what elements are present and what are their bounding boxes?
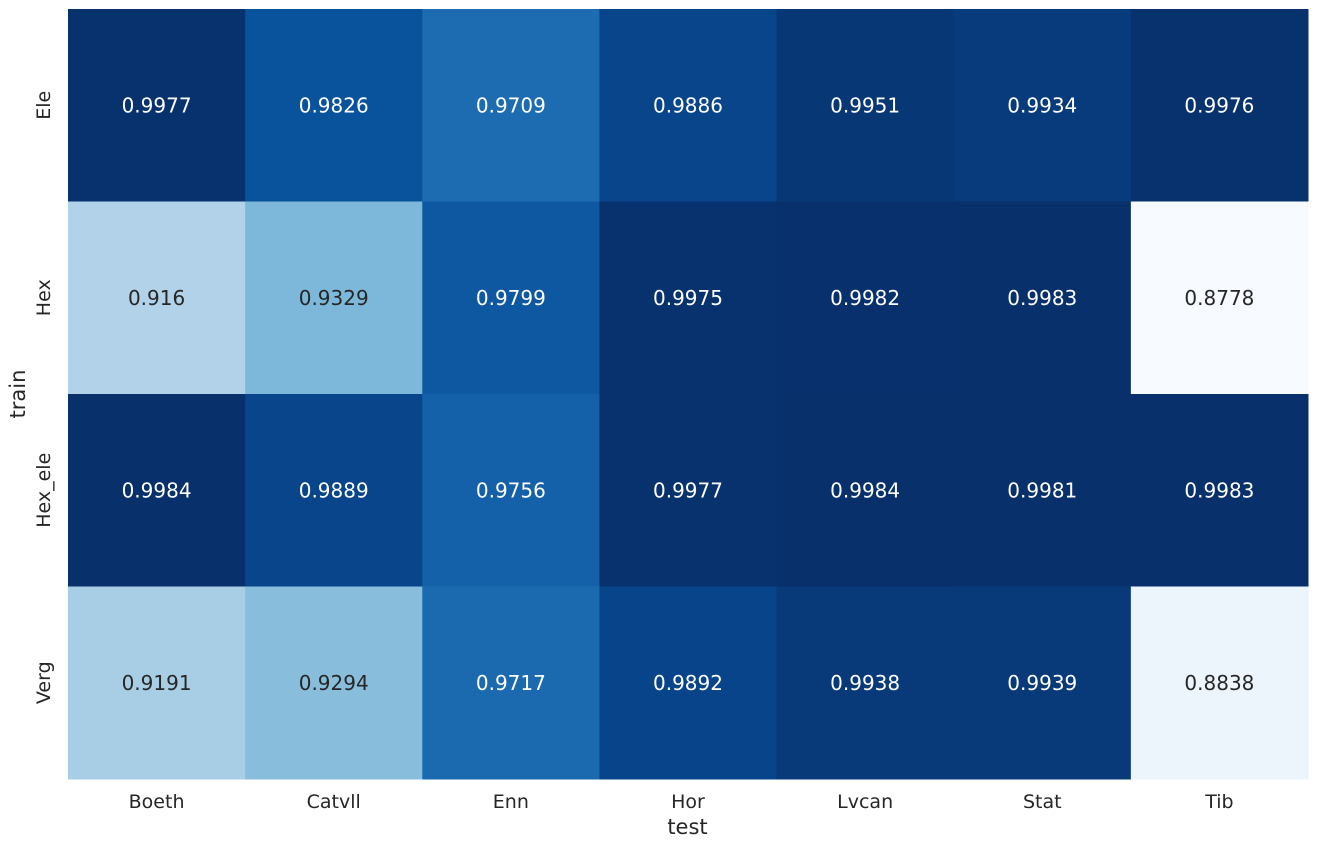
cell-value-label: 0.9981 <box>1007 478 1077 502</box>
x-tick-label: Catvll <box>307 791 361 813</box>
y-axis-label: train <box>6 370 30 419</box>
heatmap-cells: 0.9977 0.9826 0.9709 0.9886 0.9951 0.9934 0.99… <box>68 9 1309 780</box>
cell-value-label: 0.9976 <box>1184 93 1254 117</box>
cell-value-label: 0.9938 <box>830 671 900 695</box>
cell-value-label: 0.9977 <box>653 478 723 502</box>
cell-value-label: 0.9939 <box>1007 671 1077 695</box>
heatmap-cell <box>422 201 600 395</box>
cell-value-label: 0.9294 <box>299 671 369 695</box>
heatmap-cell <box>599 201 778 395</box>
cell-value-label: 0.9977 <box>122 93 192 117</box>
x-axis-label: test <box>667 815 707 839</box>
heatmap-cell <box>776 201 955 395</box>
x-tick-label: Hor <box>671 791 705 813</box>
heatmap-cell <box>68 394 246 587</box>
cell-value-label: 0.9975 <box>653 286 723 310</box>
cell-value-label: 0.9717 <box>476 671 546 695</box>
cell-value-label: 0.8778 <box>1184 286 1254 310</box>
heatmap-cell <box>68 201 246 395</box>
heatmap-cell <box>245 201 423 395</box>
heatmap-cell <box>776 394 955 587</box>
cell-value-label: 0.9709 <box>476 93 546 117</box>
cell-value-label: 0.9886 <box>653 93 723 117</box>
x-tick-label: Stat <box>1023 791 1062 813</box>
cell-value-label: 0.9329 <box>299 286 369 310</box>
heatmap-cell <box>776 586 955 780</box>
cell-value-label: 0.9984 <box>830 478 900 502</box>
heatmap-cell <box>422 9 600 202</box>
cell-value-label: 0.9983 <box>1007 286 1077 310</box>
x-tick-label: Tib <box>1204 791 1233 813</box>
heatmap-cell <box>422 586 600 780</box>
heatmap-cell <box>1130 394 1309 587</box>
cell-value-label: 0.9799 <box>476 286 546 310</box>
heatmap-cell <box>1130 586 1309 780</box>
heatmap-cell <box>953 9 1132 202</box>
cell-value-label: 0.9756 <box>476 478 546 502</box>
x-tick-label: Boeth <box>129 791 185 813</box>
y-tick-label: Hex <box>33 279 55 316</box>
cell-value-label: 0.9191 <box>122 671 192 695</box>
heatmap-cell <box>776 9 955 202</box>
heatmap-cell <box>599 586 778 780</box>
heatmap-cell <box>68 586 246 780</box>
cell-value-label: 0.9984 <box>122 478 192 502</box>
y-tick-label: Verg <box>33 661 55 704</box>
heatmap-cell <box>953 394 1132 587</box>
heatmap-cell <box>1130 201 1309 395</box>
cell-value-label: 0.9983 <box>1184 478 1254 502</box>
heatmap-cell <box>245 586 423 780</box>
heatmap-cell <box>68 9 246 202</box>
cell-value-label: 0.916 <box>128 286 185 310</box>
y-tick-label: Ele <box>33 91 55 120</box>
y-tick-label: Hex_ele <box>33 453 55 528</box>
heatmap-cell <box>245 394 423 587</box>
cell-value-label: 0.9826 <box>299 93 369 117</box>
heatmap-cell <box>422 394 600 587</box>
heatmap-cell <box>1130 9 1309 202</box>
x-tick-label: Enn <box>493 791 529 813</box>
heatmap-cell <box>599 394 778 587</box>
x-tick-labels: Boeth Catvll Enn Hor Lvcan Stat Tib <box>129 791 1234 813</box>
y-tick-labels: Ele Hex Hex_ele Verg <box>33 91 55 704</box>
cell-value-label: 0.8838 <box>1184 671 1254 695</box>
cell-value-label: 0.9982 <box>830 286 900 310</box>
x-tick-label: Lvcan <box>837 791 893 813</box>
heatmap-cell <box>599 9 778 202</box>
heatmap-cell <box>953 586 1132 780</box>
cell-value-label: 0.9951 <box>830 93 900 117</box>
heatmap-cell <box>245 9 423 202</box>
heatmap-cell <box>953 201 1132 395</box>
cell-value-label: 0.9934 <box>1007 93 1077 117</box>
cell-value-label: 0.9892 <box>653 671 723 695</box>
cell-value-label: 0.9889 <box>299 478 369 502</box>
